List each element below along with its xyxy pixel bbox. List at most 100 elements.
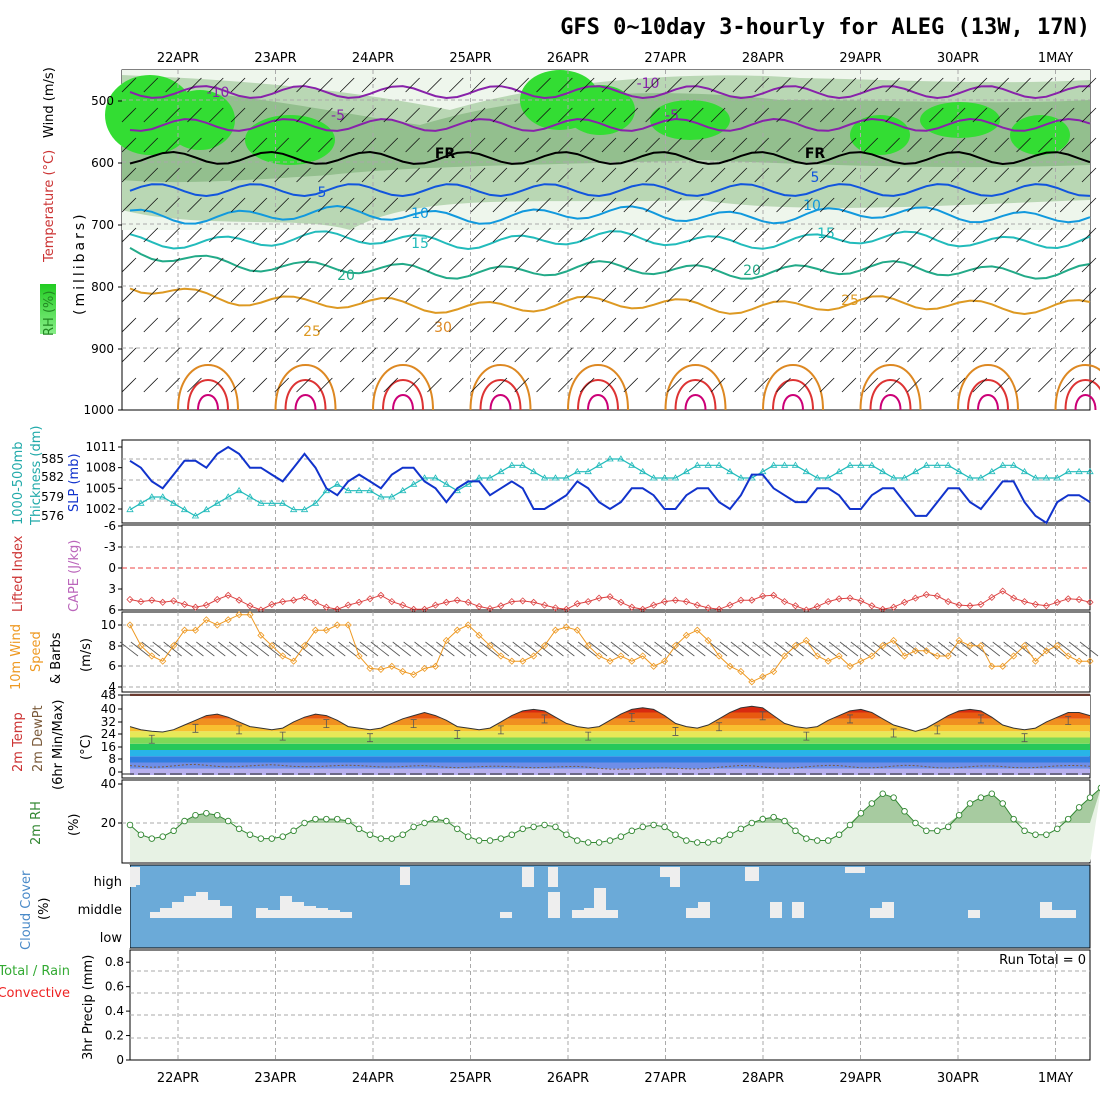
upper-wind-barb — [383, 107, 399, 123]
rh-point — [421, 819, 428, 827]
upper-wind-barb — [339, 227, 355, 243]
upper-wind-barb — [579, 137, 595, 153]
wind-barb — [370, 641, 390, 657]
thickness-point — [311, 499, 320, 506]
contour-label: 20 — [743, 263, 761, 279]
thickness-point — [202, 505, 211, 513]
rh-point — [955, 811, 963, 819]
wind-point — [1064, 652, 1072, 660]
precip-tick-label: 0.4 — [105, 1004, 124, 1018]
thickness-point — [726, 467, 734, 475]
temp-ylabel-2: 2m DewPt — [31, 705, 46, 772]
wind-point — [682, 631, 690, 639]
wind-point — [1042, 647, 1050, 655]
wind-barb — [414, 641, 433, 657]
upper-wind-barb — [798, 227, 813, 243]
li-point — [759, 592, 767, 600]
upper-wind-barb — [274, 107, 290, 123]
rh-point — [366, 831, 374, 838]
upper-wind-barb — [427, 137, 442, 153]
rh-point — [388, 835, 396, 842]
contour-label: 15 — [411, 236, 429, 252]
upper-wind-barb — [688, 257, 704, 273]
contour-label: 25 — [303, 324, 321, 340]
li-point — [519, 597, 527, 605]
temperature-series — [129, 705, 1091, 733]
wind-point — [748, 678, 756, 686]
rh-point — [1021, 827, 1028, 835]
thickness-point — [966, 474, 974, 481]
upper-wind-barb — [885, 317, 900, 333]
hot-contour-loop — [479, 379, 522, 411]
upper-wind-barb — [645, 197, 660, 213]
upper-wind-barb — [448, 107, 464, 123]
upper-wind-barb — [645, 167, 660, 183]
wind-point — [453, 626, 461, 634]
rh-point — [879, 790, 886, 798]
upper-wind-barb — [667, 137, 682, 153]
wind-barb — [348, 641, 368, 657]
upper-y-label: 1000 — [83, 403, 114, 417]
upper-wind-barb — [1059, 377, 1075, 393]
thickness-point — [639, 467, 647, 475]
rh-legend-swatch — [40, 284, 56, 334]
wind-barb — [239, 641, 259, 657]
cloud-bar-middle — [1064, 910, 1076, 918]
cloud-bar-middle — [870, 908, 882, 918]
upper-wind-barb — [623, 227, 639, 243]
wind-point — [191, 626, 200, 634]
wind-ylabel-1: 10m Wind — [9, 624, 24, 690]
wind-y-label: 10 — [101, 618, 116, 632]
hot-contour-loop — [782, 394, 804, 411]
temperature-band — [130, 718, 1090, 725]
wind-point — [999, 662, 1007, 670]
top-date-label: 30APR — [937, 51, 979, 66]
upper-wind-barb — [972, 347, 988, 363]
upper-wind-barb — [994, 287, 1010, 303]
upper-wind-barb — [732, 77, 748, 93]
upper-wind-barb — [710, 137, 726, 153]
slp-ylabel-thickness: Thickness (dm) — [29, 426, 44, 526]
rh-moist-blob — [1010, 115, 1070, 155]
upper-wind-barb — [165, 377, 180, 393]
li-point — [322, 603, 330, 611]
upper-wind-barb — [187, 287, 202, 303]
upper-wind-barb — [361, 377, 377, 393]
upper-wind-barb — [427, 77, 442, 93]
upper-y-label: 600 — [91, 156, 114, 170]
wind-point — [442, 636, 450, 645]
wind-point — [137, 642, 145, 650]
wind-point — [530, 652, 538, 660]
wind-barb — [970, 641, 990, 657]
upper-wind-barb — [579, 197, 595, 213]
upper-wind-barb — [448, 347, 464, 363]
cloud-bar-middle — [500, 912, 512, 918]
upper-wind-barb — [972, 287, 988, 303]
upper-wind-barb — [928, 287, 944, 303]
rh-point — [846, 821, 854, 829]
temp-y-label: 0 — [108, 765, 116, 779]
upper-wind-barb — [143, 317, 159, 333]
upper-wind-barb — [165, 227, 180, 243]
upper-wind-barb — [776, 257, 791, 273]
wind-barb — [501, 641, 521, 657]
upper-wind-barb — [230, 197, 246, 213]
wind-barb — [676, 641, 695, 657]
rh-point — [748, 819, 756, 827]
rh-point — [792, 827, 799, 835]
upper-wind-barb — [1081, 77, 1097, 93]
rh-point — [1086, 794, 1094, 801]
upper-wind-barb — [470, 317, 486, 333]
li-point — [431, 601, 440, 609]
upper-wind-barb — [819, 257, 835, 273]
li-point — [235, 596, 243, 604]
thickness-point — [999, 461, 1007, 468]
wind-barb — [632, 641, 651, 657]
wind-point — [584, 642, 592, 650]
lifted-index-markers — [126, 587, 1094, 614]
wind-barb — [577, 641, 597, 657]
upper-wind-barb — [1059, 167, 1075, 183]
wind-point — [868, 652, 876, 660]
rh-y-label: 20 — [101, 816, 116, 830]
slp-tick-label: 1002 — [85, 502, 116, 516]
